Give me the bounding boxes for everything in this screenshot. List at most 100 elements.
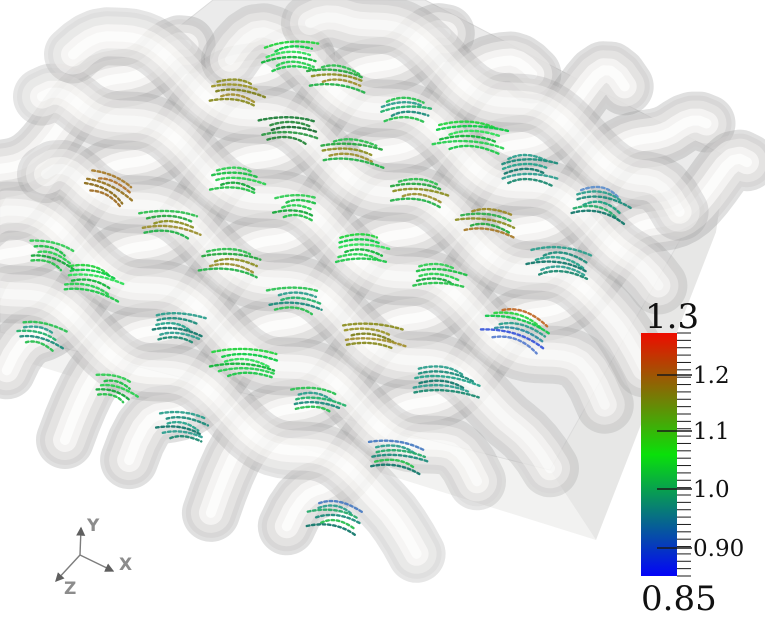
streamline bbox=[282, 213, 314, 222]
yarn-tube-layer bbox=[37, 87, 610, 410]
streamline bbox=[165, 416, 210, 427]
streamline-cluster bbox=[257, 116, 321, 146]
streamline bbox=[337, 253, 380, 262]
streamline bbox=[338, 243, 393, 251]
colorbar-tick-labels: 1.2 1.1 1.0 0.90 bbox=[693, 363, 744, 562]
streamline bbox=[320, 518, 357, 531]
streamline bbox=[151, 326, 203, 338]
streamline bbox=[201, 252, 262, 261]
streamline-cluster bbox=[412, 262, 470, 289]
streamline bbox=[310, 73, 363, 82]
streamline bbox=[266, 135, 308, 146]
streamline-cluster bbox=[271, 193, 317, 222]
streamline bbox=[322, 157, 387, 170]
streamline bbox=[460, 212, 512, 223]
streamline bbox=[143, 229, 190, 241]
streamline bbox=[397, 177, 439, 186]
streamline bbox=[418, 379, 465, 390]
streamline bbox=[83, 181, 124, 205]
streamline bbox=[371, 453, 430, 463]
streamline bbox=[274, 193, 317, 200]
streamline-cluster bbox=[154, 410, 210, 443]
streamline bbox=[448, 129, 501, 137]
streamline bbox=[89, 189, 123, 209]
yarn-tube bbox=[201, 3, 688, 315]
colorbar-bar bbox=[641, 333, 677, 576]
streamline bbox=[24, 340, 56, 354]
streamline-cluster bbox=[525, 245, 595, 281]
streamline bbox=[320, 142, 384, 152]
streamline bbox=[257, 116, 318, 124]
streamline bbox=[448, 144, 501, 156]
streamline bbox=[220, 93, 256, 104]
streamline bbox=[210, 83, 260, 92]
streamline bbox=[463, 227, 515, 239]
streamline bbox=[540, 265, 586, 277]
streamline bbox=[265, 50, 312, 59]
streamline bbox=[63, 282, 110, 297]
streamline bbox=[390, 110, 430, 117]
streamline bbox=[493, 326, 545, 343]
colorbar-legend: 1.2 1.1 1.0 0.90 1.3 0.85 bbox=[641, 297, 744, 619]
streamline bbox=[155, 312, 207, 320]
streamline bbox=[208, 362, 276, 372]
streamline bbox=[166, 420, 200, 432]
streamline-cluster bbox=[334, 233, 393, 264]
streamline bbox=[277, 291, 318, 299]
streamline bbox=[501, 172, 560, 181]
streamline bbox=[280, 296, 322, 305]
streamline bbox=[29, 239, 75, 253]
streamline bbox=[85, 177, 135, 203]
streamline bbox=[22, 325, 55, 335]
streamline-cluster bbox=[389, 177, 451, 209]
streamline bbox=[389, 182, 442, 191]
yarn-tube bbox=[0, 263, 446, 583]
streamline bbox=[507, 177, 553, 187]
streamline bbox=[542, 251, 588, 264]
streamline bbox=[579, 185, 620, 199]
streamline bbox=[491, 335, 538, 355]
streamline bbox=[418, 272, 462, 283]
streamline bbox=[268, 301, 323, 311]
streamline bbox=[415, 277, 455, 286]
streamline bbox=[261, 130, 321, 141]
streamline bbox=[389, 197, 442, 209]
streamline bbox=[373, 458, 415, 469]
streamline bbox=[215, 176, 267, 186]
streamline bbox=[158, 410, 207, 420]
streamline-cluster bbox=[208, 347, 279, 379]
streamline bbox=[295, 396, 347, 407]
streamline-cluster bbox=[29, 239, 76, 272]
streamline-cluster bbox=[208, 78, 267, 108]
streamline bbox=[91, 169, 133, 189]
streamline bbox=[414, 374, 481, 387]
streamline bbox=[380, 105, 435, 113]
streamline bbox=[30, 254, 76, 271]
streamline bbox=[344, 337, 407, 348]
streamline-cluster bbox=[501, 153, 560, 187]
streamline bbox=[208, 186, 258, 195]
streamline bbox=[263, 40, 320, 49]
streamline bbox=[205, 247, 252, 256]
streamline bbox=[538, 269, 589, 281]
streamline-cluster bbox=[306, 64, 366, 94]
streamline bbox=[344, 248, 384, 257]
yarn-tube bbox=[0, 181, 506, 511]
streamline-cluster bbox=[63, 263, 125, 304]
streamline bbox=[273, 306, 314, 316]
streamline bbox=[417, 365, 464, 376]
streamline-cluster bbox=[320, 138, 387, 170]
streamline bbox=[275, 60, 315, 69]
yarn-tube bbox=[13, 63, 634, 434]
streamline bbox=[392, 187, 451, 198]
yarn-tube-layer bbox=[0, 49, 312, 261]
streamline bbox=[503, 167, 545, 175]
streamline bbox=[67, 273, 125, 286]
yarn-tube-layer bbox=[305, 12, 685, 217]
streamline bbox=[145, 214, 193, 223]
streamline bbox=[265, 286, 321, 293]
colorbar-tick-label: 1.2 bbox=[693, 363, 730, 389]
axis-z-label: Z bbox=[64, 579, 76, 599]
